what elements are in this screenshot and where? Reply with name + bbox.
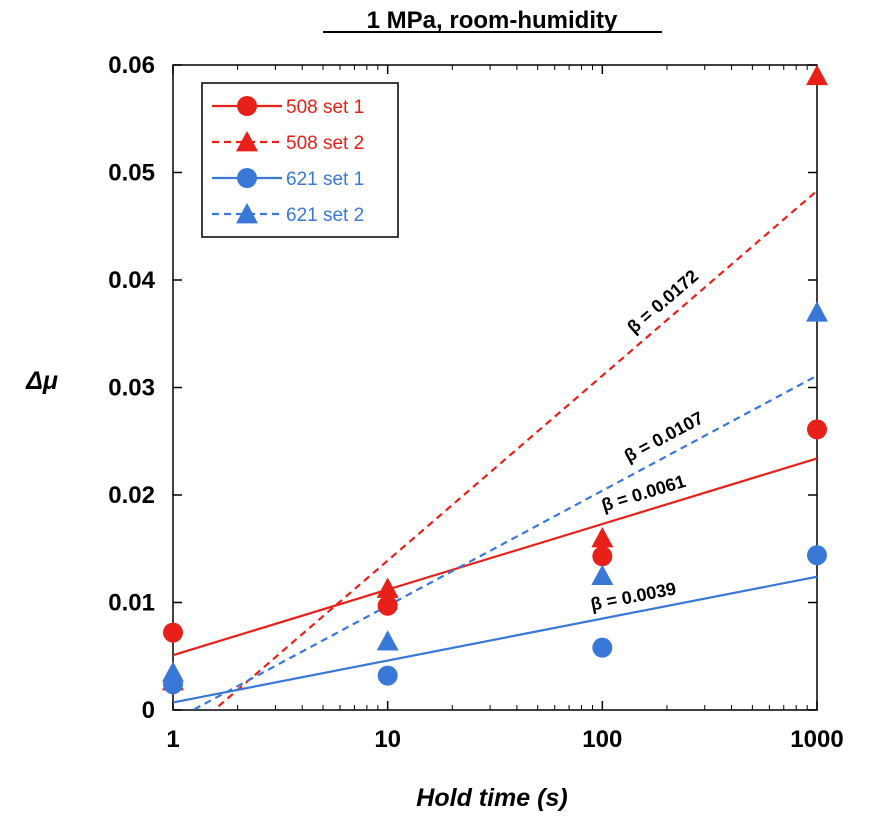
legend-box [201, 82, 399, 238]
y-tick-label: 0.03 [108, 375, 155, 402]
data-point-s0-3 [807, 419, 827, 440]
legend-marker-3 [236, 203, 258, 224]
legend-marker-1 [236, 131, 258, 152]
data-point-s2-2 [592, 637, 613, 658]
beta-label-0: β = 0.0061 [599, 471, 688, 515]
data-point-s0-2 [592, 546, 613, 567]
y-axis-title: Δμ [25, 367, 58, 395]
data-point-s0-0 [163, 622, 183, 643]
data-point-s1-3 [806, 64, 828, 86]
beta-label-1: β = 0.0172 [623, 266, 702, 338]
fit-line-2 [173, 575, 817, 704]
data-point-s3-3 [806, 301, 828, 322]
x-tick-label: 1 [166, 726, 179, 753]
y-tick-label: 0.06 [108, 52, 155, 79]
y-tick-label: 0.02 [108, 482, 155, 509]
data-point-s2-3 [807, 545, 827, 566]
data-point-s3-0 [162, 661, 184, 682]
legend-label-2: 621 set 1 [286, 169, 364, 190]
x-tick-label: 10 [374, 726, 401, 753]
data-point-s0-1 [377, 595, 398, 616]
y-tick-label: 0.05 [108, 160, 155, 187]
fit-line-1 [212, 189, 817, 710]
chart-title: 1 MPa, room-humidity [367, 7, 618, 34]
data-point-s1-2 [591, 527, 614, 548]
data-point-s3-2 [591, 564, 614, 585]
legend-marker-0 [237, 96, 257, 116]
data-point-s2-1 [377, 665, 398, 686]
fit-line-3 [190, 374, 817, 710]
legend-label-1: 508 set 2 [286, 133, 364, 154]
x-axis-title: Hold time (s) [416, 784, 567, 812]
x-tick-label: 1000 [790, 726, 843, 753]
data-point-s1-1 [376, 577, 399, 598]
legend-label-3: 621 set 2 [286, 205, 364, 226]
data-point-s3-1 [376, 630, 399, 651]
legend-label-0: 508 set 1 [286, 97, 364, 118]
legend: 508 set 1 508 set 2 621 set 1 621 set 2 [201, 82, 399, 238]
x-tick-label: 100 [582, 726, 622, 753]
y-tick-label: 0.04 [108, 267, 155, 294]
y-tick-label: 0.01 [108, 590, 155, 617]
legend-marker-2 [237, 168, 257, 188]
y-tick-label: 0 [142, 697, 155, 724]
fit-line-0 [173, 457, 817, 657]
